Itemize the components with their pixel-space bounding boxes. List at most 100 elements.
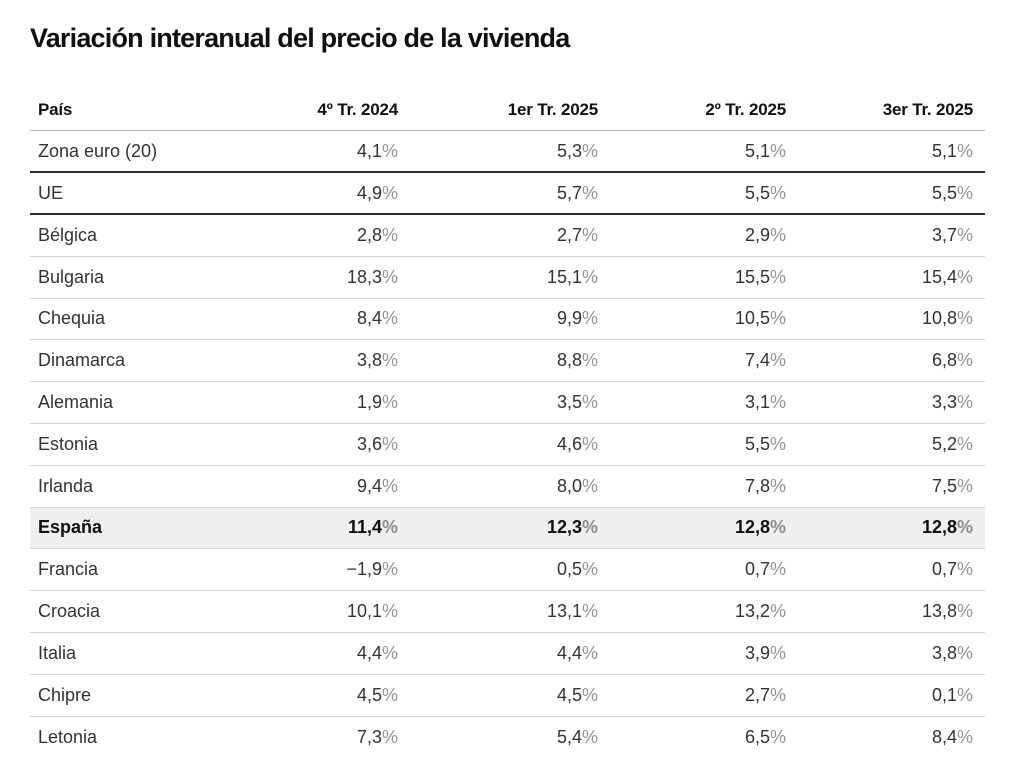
value-number: 3,6 (356, 433, 382, 454)
table-row: Bélgica 2,8% 2,7% 2,9% 3,7% (30, 215, 985, 257)
value-number: 7,8 (744, 475, 770, 496)
value-number: 5,5 (744, 182, 770, 203)
percent-sign: % (956, 642, 973, 663)
percent-sign: % (581, 350, 598, 371)
percent-sign: % (381, 350, 398, 371)
percent-sign: % (956, 517, 973, 538)
value-cell: 6,8% (786, 350, 973, 371)
value-cell: 0,1% (786, 685, 973, 706)
table-row: Dinamarca 3,8% 8,8% 7,4% 6,8% (30, 340, 985, 383)
percent-sign: % (956, 601, 973, 621)
value-cell: 5,7% (398, 183, 598, 204)
percent-sign: % (381, 266, 398, 287)
value-cell: 8,0% (398, 476, 598, 497)
value-cell: 13,8% (786, 601, 973, 622)
value-number: 0,1 (931, 684, 957, 705)
value-cell: 13,1% (398, 601, 598, 622)
value-cell: 2,9% (598, 225, 786, 246)
value-number: 13,8 (921, 601, 957, 621)
value-cell: 5,1% (786, 141, 973, 162)
percent-sign: % (581, 601, 598, 621)
value-cell: 5,2% (786, 434, 973, 455)
value-cell: 3,7% (786, 225, 973, 246)
table-row: Chequia 8,4% 9,9% 10,5% 10,8% (30, 299, 985, 341)
value-cell: 0,7% (786, 559, 973, 580)
country-cell: Letonia (38, 726, 98, 747)
value-number: 0,7 (744, 559, 770, 580)
value-number: 13,2 (734, 601, 770, 621)
value-number: 18,3 (346, 266, 382, 287)
value-number: 0,7 (931, 559, 957, 580)
country-cell: Bulgaria (38, 266, 105, 287)
value-cell: 15,4% (786, 267, 973, 288)
page-title: Variación interanual del precio de la vi… (30, 23, 570, 53)
column-header-q2-2025: 2º Tr. 2025 (705, 100, 786, 120)
value-cell: 8,4% (786, 727, 973, 748)
percent-sign: % (381, 601, 398, 621)
percent-sign: % (581, 308, 598, 329)
value-cell: 7,4% (598, 350, 786, 371)
table-body: Zona euro (20) 4,1% 5,3% 5,1% 5,1% UE 4,9% 5,7%… (30, 131, 985, 758)
percent-sign: % (956, 559, 973, 580)
value-number: −1,9 (346, 559, 382, 580)
percent-sign: % (769, 684, 786, 705)
value-number: 3,9 (744, 642, 770, 663)
percent-sign: % (581, 392, 598, 413)
country-cell: Zona euro (20) (38, 140, 158, 161)
table-row: Croacia 10,1% 13,1% 13,2% 13,8% (30, 591, 985, 633)
country-cell: Chipre (38, 684, 92, 705)
value-number: 8,4 (356, 308, 382, 329)
value-number: 4,4 (356, 642, 382, 663)
value-cell: −1,9% (198, 559, 398, 580)
value-cell: 0,7% (598, 559, 786, 580)
percent-sign: % (769, 224, 786, 245)
value-number: 6,5 (744, 726, 770, 747)
table-row: Francia −1,9% 0,5% 0,7% 0,7% (30, 549, 985, 592)
country-cell: Irlanda (38, 475, 94, 496)
value-number: 4,9 (356, 182, 382, 203)
value-number: 6,8 (931, 350, 957, 371)
value-number: 12,8 (921, 517, 957, 538)
table-row: Estonia 3,6% 4,6% 5,5% 5,2% (30, 424, 985, 466)
value-cell: 10,8% (786, 308, 973, 329)
value-number: 8,4 (931, 726, 957, 747)
value-cell: 12,3% (398, 517, 598, 538)
percent-sign: % (581, 140, 598, 161)
percent-sign: % (769, 182, 786, 203)
percent-sign: % (381, 684, 398, 705)
percent-sign: % (381, 517, 398, 538)
value-cell: 10,1% (198, 601, 398, 622)
value-cell: 9,4% (198, 476, 398, 497)
table-figure: Variación interanual del precio de la vi… (30, 24, 985, 758)
value-number: 2,9 (744, 224, 770, 245)
percent-sign: % (769, 140, 786, 161)
value-number: 10,8 (921, 308, 957, 329)
value-cell: 1,9% (198, 392, 398, 413)
value-number: 2,7 (556, 224, 582, 245)
value-cell: 4,5% (198, 685, 398, 706)
percent-sign: % (381, 140, 398, 161)
country-cell: Bélgica (38, 224, 98, 245)
percent-sign: % (956, 350, 973, 371)
value-number: 5,1 (744, 140, 770, 161)
value-number: 1,9 (356, 392, 382, 413)
percent-sign: % (956, 224, 973, 245)
percent-sign: % (956, 140, 973, 161)
value-number: 9,4 (356, 475, 382, 496)
value-cell: 3,6% (198, 434, 398, 455)
percent-sign: % (956, 266, 973, 287)
table-header-row: País 4º Tr. 2024 1er Tr. 2025 2º Tr. 202… (30, 90, 985, 132)
percent-sign: % (381, 559, 398, 580)
value-number: 5,3 (556, 140, 582, 161)
value-number: 5,5 (931, 182, 957, 203)
value-number: 10,1 (346, 601, 382, 621)
column-header-q1-2025: 1er Tr. 2025 (507, 100, 598, 120)
value-cell: 8,4% (198, 308, 398, 329)
percent-sign: % (769, 726, 786, 747)
housing-price-table: País 4º Tr. 2024 1er Tr. 2025 2º Tr. 202… (30, 90, 985, 758)
percent-sign: % (581, 182, 598, 203)
country-cell: Alemania (38, 392, 114, 413)
table-row: Bulgaria 18,3% 15,1% 15,5% 15,4% (30, 257, 985, 299)
percent-sign: % (956, 684, 973, 705)
country-cell: Dinamarca (38, 350, 126, 371)
